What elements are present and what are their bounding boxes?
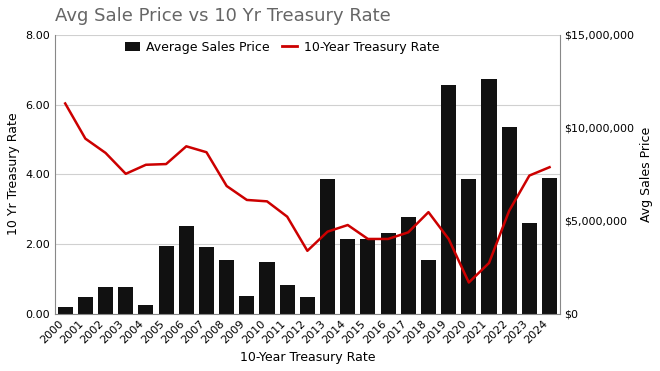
Bar: [502, 127, 517, 313]
Bar: [199, 247, 214, 313]
10-Year Treasury Rate: [61, 101, 69, 106]
Bar: [259, 262, 275, 313]
10-Year Treasury Rate: [122, 172, 130, 176]
10-Year Treasury Rate: [424, 210, 432, 214]
Bar: [139, 305, 154, 313]
10-Year Treasury Rate: [304, 249, 312, 253]
10-Year Treasury Rate: [344, 223, 352, 227]
Bar: [320, 180, 335, 313]
10-Year Treasury Rate: [525, 173, 533, 178]
Bar: [280, 285, 295, 313]
Bar: [300, 297, 315, 313]
10-Year Treasury Rate: [81, 137, 89, 141]
Bar: [78, 297, 93, 313]
Bar: [340, 239, 355, 313]
Bar: [57, 307, 73, 313]
10-Year Treasury Rate: [142, 162, 150, 167]
10-Year Treasury Rate: [323, 229, 331, 234]
Bar: [421, 259, 436, 313]
Bar: [98, 288, 113, 313]
10-Year Treasury Rate: [384, 237, 392, 241]
Y-axis label: 10 Yr Treasury Rate: 10 Yr Treasury Rate: [7, 113, 20, 236]
10-Year Treasury Rate: [182, 144, 190, 148]
10-Year Treasury Rate: [243, 198, 251, 202]
10-Year Treasury Rate: [445, 237, 453, 241]
10-Year Treasury Rate: [283, 214, 291, 219]
10-Year Treasury Rate: [162, 162, 170, 166]
10-Year Treasury Rate: [465, 280, 473, 285]
Bar: [240, 296, 254, 313]
Bar: [219, 259, 234, 313]
10-Year Treasury Rate: [102, 151, 110, 155]
Text: Avg Sale Price vs 10 Yr Treasury Rate: Avg Sale Price vs 10 Yr Treasury Rate: [55, 7, 391, 25]
X-axis label: 10-Year Treasury Rate: 10-Year Treasury Rate: [240, 351, 375, 364]
Bar: [158, 246, 174, 313]
10-Year Treasury Rate: [203, 150, 211, 154]
10-Year Treasury Rate: [263, 199, 271, 204]
Y-axis label: Avg Sales Price: Avg Sales Price: [640, 127, 653, 222]
10-Year Treasury Rate: [546, 165, 554, 170]
Bar: [179, 226, 194, 313]
Bar: [461, 179, 477, 313]
Bar: [522, 223, 537, 313]
Bar: [401, 217, 416, 313]
10-Year Treasury Rate: [505, 209, 513, 213]
10-Year Treasury Rate: [485, 261, 493, 265]
Bar: [118, 288, 133, 313]
Bar: [542, 178, 557, 313]
10-Year Treasury Rate: [405, 230, 412, 234]
10-Year Treasury Rate: [364, 237, 372, 241]
Bar: [360, 239, 376, 313]
10-Year Treasury Rate: [222, 184, 230, 188]
Legend: Average Sales Price, 10-Year Treasury Rate: Average Sales Price, 10-Year Treasury Ra…: [120, 36, 444, 59]
Bar: [381, 233, 395, 313]
Bar: [441, 85, 456, 313]
Line: 10-Year Treasury Rate: 10-Year Treasury Rate: [65, 104, 550, 282]
Bar: [481, 79, 496, 313]
